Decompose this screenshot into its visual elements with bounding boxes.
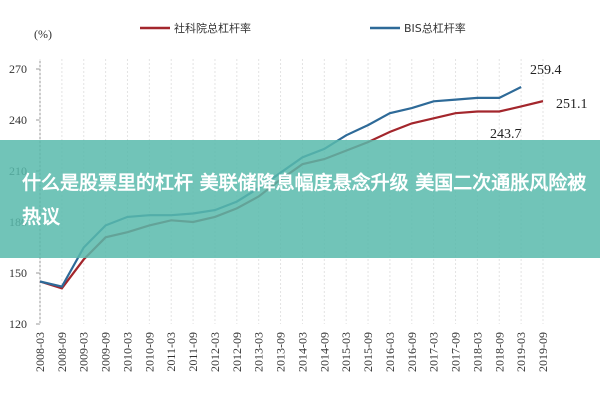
- legend-label: BIS总杠杆率: [404, 21, 466, 35]
- x-tick-label: 2015-09: [361, 332, 375, 372]
- y-tick-label: 150: [9, 266, 27, 280]
- x-tick-label: 2008-03: [33, 332, 47, 372]
- x-tick-label: 2010-03: [120, 332, 134, 372]
- x-tick-label: 2011-03: [164, 332, 178, 372]
- x-tick-label: 2014-09: [317, 332, 331, 372]
- y-unit: (%): [34, 27, 52, 41]
- x-tick-label: 2014-03: [295, 332, 309, 372]
- x-tick-label: 2013-03: [252, 332, 266, 372]
- banner-bg: [0, 140, 600, 258]
- x-tick-label: 2011-09: [186, 332, 200, 372]
- x-tick-label: 2013-09: [274, 332, 288, 372]
- x-tick-label: 2018-03: [470, 332, 484, 372]
- x-tick-label: 2018-09: [492, 332, 506, 372]
- annotation: 259.4: [530, 63, 562, 78]
- y-tick-label: 270: [9, 62, 27, 76]
- x-tick-label: 2015-03: [339, 332, 353, 372]
- x-tick-label: 2019-03: [514, 332, 528, 372]
- banner-text: 什么是股票里的杠杆 美联储降息幅度悬念升级 美国二次通胀风险被热议: [22, 172, 587, 228]
- x-tick-label: 2012-03: [208, 332, 222, 372]
- x-tick-label: 2016-03: [383, 332, 397, 372]
- x-tick-label: 2017-03: [427, 332, 441, 372]
- x-tick-label: 2010-09: [142, 332, 156, 372]
- annotation: 243.7: [490, 127, 522, 142]
- x-tick-label: 2017-09: [449, 332, 463, 372]
- x-tick-label: 2009-03: [77, 332, 91, 372]
- y-tick-label: 240: [9, 113, 27, 127]
- x-tick-label: 2016-09: [405, 332, 419, 372]
- x-tick-label: 2019-09: [536, 332, 550, 372]
- y-tick-label: 120: [9, 317, 27, 331]
- x-tick-label: 2012-09: [230, 332, 244, 372]
- legend-label: 社科院总杠杆率: [174, 21, 251, 35]
- annotation: 251.1: [556, 97, 588, 112]
- x-tick-label: 2008-09: [55, 332, 69, 372]
- x-tick-label: 2009-09: [99, 332, 113, 372]
